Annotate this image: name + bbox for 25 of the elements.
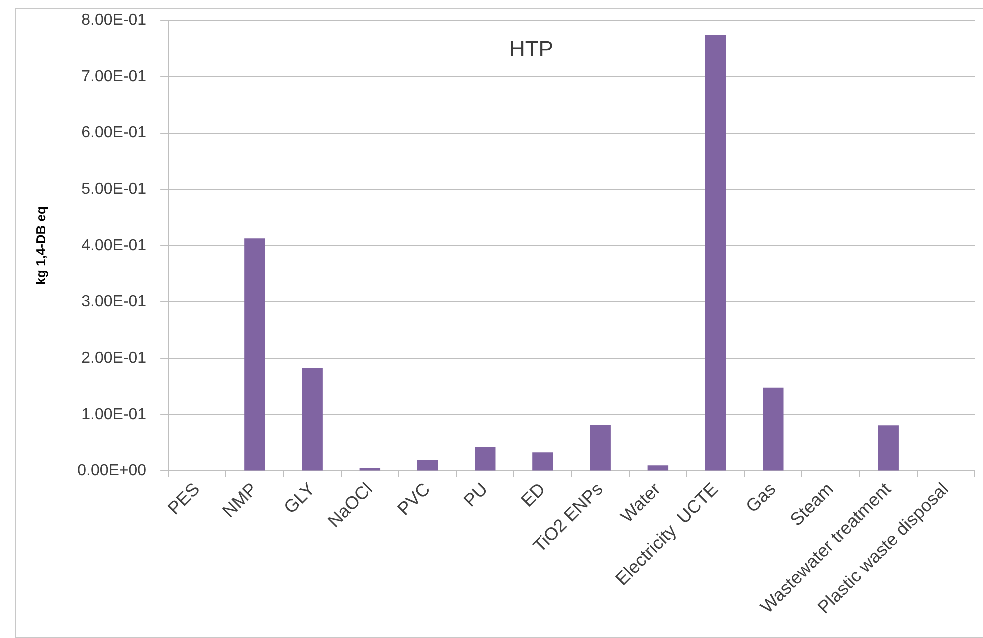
text: HTP	[509, 36, 554, 62]
x-tick-label: PU	[460, 479, 492, 511]
y-tick-label: 3.00E-01	[82, 294, 147, 311]
y-tick-label: 0.00E+00	[78, 462, 147, 480]
x-tick-label: GLY	[280, 479, 319, 518]
bar	[532, 452, 554, 471]
y-tick-label: 7.00E-01	[82, 68, 147, 86]
bar	[244, 238, 266, 471]
y-tick-label: 6.00E-01	[82, 124, 147, 142]
y-tick-label: 1.00E-01	[82, 406, 147, 424]
bar	[648, 466, 669, 471]
bar	[763, 388, 784, 471]
bar	[475, 448, 496, 471]
y-tick-label: 5.00E-01	[82, 180, 147, 198]
bar	[705, 35, 726, 471]
bar	[302, 368, 323, 471]
y-axis-title: kg 1,4-DB eq	[33, 206, 48, 286]
bar	[878, 426, 899, 471]
y-tick-label: 4.00E-01	[82, 237, 147, 254]
bar	[417, 460, 438, 471]
y-tick-label: 2.00E-01	[82, 350, 147, 367]
x-tick-label: ED	[517, 479, 550, 511]
x-tick-label: Gas	[742, 479, 780, 517]
bar	[590, 425, 611, 471]
y-tick-label: 8.00E-01	[82, 12, 147, 30]
